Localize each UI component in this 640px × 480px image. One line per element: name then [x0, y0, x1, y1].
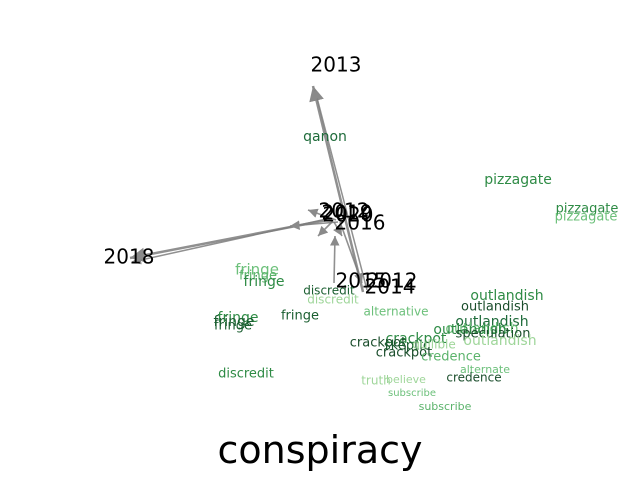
- word-label: outlandish: [463, 333, 536, 349]
- word-label: pizzagate: [555, 210, 618, 225]
- diagram-title: conspiracy: [217, 428, 423, 472]
- drift-arrow: [289, 220, 339, 230]
- word-label: subscribe: [388, 388, 436, 399]
- word-label: crackpot: [386, 331, 447, 347]
- word-label: outlandish: [470, 288, 543, 304]
- drift-arrow: [333, 221, 343, 237]
- word-label: outlandish: [445, 321, 518, 337]
- word-label: believe: [386, 373, 426, 386]
- year-label: 2014: [365, 275, 416, 299]
- year-label: 2020: [323, 203, 374, 227]
- word-label: fringe: [235, 261, 279, 279]
- word-label: crackpot: [350, 336, 406, 351]
- word-label: crackpot: [376, 346, 432, 361]
- year-label: 2019: [322, 201, 373, 225]
- word-label: discredit: [218, 367, 274, 382]
- word-label: skeptic: [384, 339, 430, 354]
- year-label: 2016: [335, 211, 386, 235]
- word-label: alternative: [364, 305, 429, 319]
- year-label: 2018: [104, 245, 155, 269]
- word-label: outlandish: [455, 314, 528, 330]
- word-label: truth: [361, 374, 391, 388]
- word-label: speculation: [456, 327, 531, 342]
- word-label: fringe: [244, 274, 285, 290]
- year-label: 2013: [311, 53, 362, 77]
- word-label: discredit: [307, 293, 359, 307]
- year-arrow: [312, 89, 368, 291]
- year-label: 2012: [319, 199, 370, 223]
- drift-arrow: [329, 235, 340, 284]
- word-label: qanon: [303, 129, 347, 145]
- word-label: fringe: [281, 309, 319, 324]
- word-label: fringe: [218, 310, 259, 326]
- word-label: pizzagate: [484, 172, 552, 188]
- word-label: fringe: [239, 269, 277, 284]
- word-label: pizzagate: [556, 202, 619, 217]
- year-arrow: [309, 85, 365, 293]
- word-label: gullible: [412, 338, 456, 352]
- drift-arrow: [307, 208, 337, 221]
- word-label: discredit: [303, 284, 355, 298]
- word-label: outlandish: [433, 322, 506, 338]
- word-label: outlandish: [461, 300, 529, 315]
- drift-arrow: [339, 221, 364, 284]
- trajectory-arrows: [129, 85, 368, 293]
- word-label: fringe: [214, 314, 255, 330]
- word-label: credence: [421, 350, 481, 365]
- year-label: 2015: [336, 269, 387, 293]
- word-label: credence: [446, 371, 501, 385]
- word-label: fringe: [214, 319, 252, 334]
- word-label: subscribe: [419, 400, 472, 413]
- drift-arrow: [317, 221, 333, 237]
- neighbor-words: qanonpizzagatepizzagatepizzagatefringefr…: [214, 129, 619, 413]
- word-label: alternate: [460, 363, 510, 376]
- year-label: 2012: [367, 269, 418, 293]
